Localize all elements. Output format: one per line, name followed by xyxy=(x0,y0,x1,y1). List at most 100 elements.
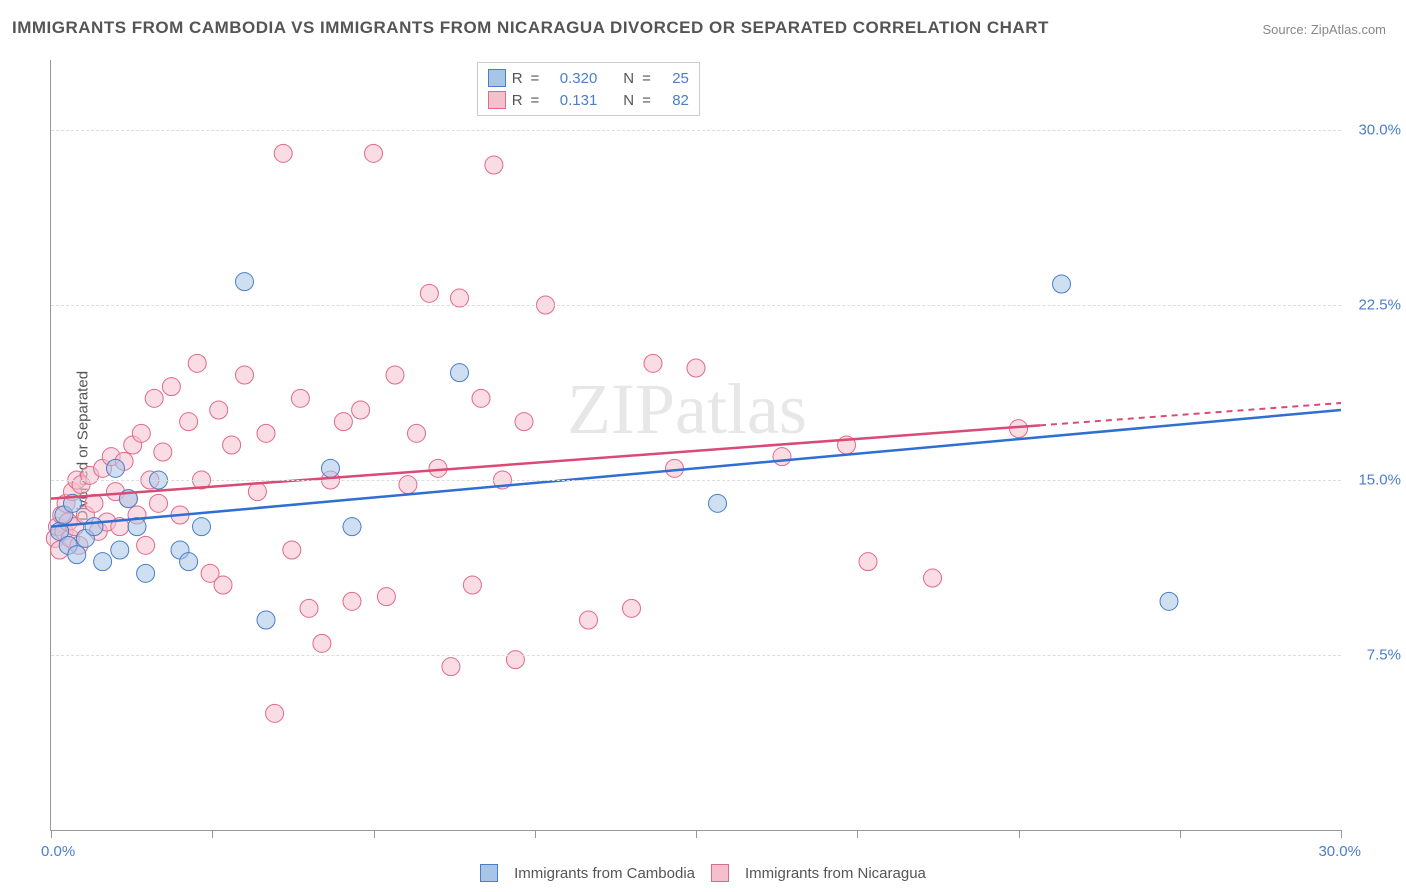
nicaragua-point xyxy=(506,651,524,669)
legend-row-nicaragua: R=0.131N=82 xyxy=(488,89,689,111)
legend-row-cambodia: R=0.320N=25 xyxy=(488,67,689,89)
nicaragua-regression-line xyxy=(51,425,1040,498)
x-axis-max-label: 30.0% xyxy=(1318,843,1361,860)
nicaragua-point xyxy=(773,448,791,466)
nicaragua-point xyxy=(291,389,309,407)
nicaragua-point xyxy=(352,401,370,419)
cambodia-point xyxy=(709,494,727,512)
nicaragua-point xyxy=(1010,420,1028,438)
cambodia-point xyxy=(257,611,275,629)
nicaragua-point xyxy=(145,389,163,407)
nicaragua-point xyxy=(859,553,877,571)
cambodia-point xyxy=(236,273,254,291)
nicaragua-point xyxy=(283,541,301,559)
gridline-horizontal xyxy=(51,655,1341,656)
gridline-horizontal xyxy=(51,480,1341,481)
legend-r-label: R xyxy=(512,92,523,109)
nicaragua-point xyxy=(472,389,490,407)
nicaragua-point xyxy=(236,366,254,384)
nicaragua-point xyxy=(377,588,395,606)
nicaragua-point xyxy=(274,144,292,162)
legend-n-value: 82 xyxy=(659,92,689,109)
cambodia-point xyxy=(1053,275,1071,293)
legend-r-value: 0.131 xyxy=(547,92,597,109)
equals-sign: = xyxy=(531,92,540,109)
x-tick xyxy=(1341,830,1342,838)
legend-r-value: 0.320 xyxy=(547,70,597,87)
x-tick xyxy=(374,830,375,838)
nicaragua-point xyxy=(248,483,266,501)
nicaragua-point xyxy=(420,284,438,302)
legend-swatch xyxy=(488,69,506,87)
equals-sign: = xyxy=(642,70,651,87)
nicaragua-point xyxy=(214,576,232,594)
nicaragua-point xyxy=(463,576,481,594)
cambodia-point xyxy=(68,546,86,564)
equals-sign: = xyxy=(531,70,540,87)
y-tick-label: 30.0% xyxy=(1358,122,1401,139)
legend-series-label: Immigrants from Cambodia xyxy=(514,865,695,882)
x-axis-min-label: 0.0% xyxy=(41,843,75,860)
x-tick xyxy=(535,830,536,838)
nicaragua-point xyxy=(210,401,228,419)
nicaragua-point xyxy=(386,366,404,384)
x-tick xyxy=(696,830,697,838)
scatter-plot: ZIPatlas R=0.320N=25R=0.131N=82 0.0% 30.… xyxy=(50,60,1341,831)
x-tick xyxy=(1019,830,1020,838)
x-tick xyxy=(212,830,213,838)
cambodia-point xyxy=(94,553,112,571)
cambodia-regression-line xyxy=(51,410,1341,527)
nicaragua-point xyxy=(150,494,168,512)
cambodia-point xyxy=(451,364,469,382)
source-label: Source: ZipAtlas.com xyxy=(1262,22,1386,37)
equals-sign: = xyxy=(642,92,651,109)
nicaragua-point xyxy=(188,354,206,372)
cambodia-point xyxy=(107,459,125,477)
cambodia-point xyxy=(343,518,361,536)
legend-series-label: Immigrants from Nicaragua xyxy=(745,865,926,882)
cambodia-point xyxy=(193,518,211,536)
cambodia-point xyxy=(1160,592,1178,610)
nicaragua-point xyxy=(223,436,241,454)
gridline-horizontal xyxy=(51,305,1341,306)
nicaragua-point xyxy=(334,413,352,431)
nicaragua-point xyxy=(580,611,598,629)
nicaragua-point xyxy=(180,413,198,431)
nicaragua-point xyxy=(442,658,460,676)
plot-svg xyxy=(51,60,1341,830)
legend-swatch xyxy=(711,864,729,882)
legend-r-label: R xyxy=(512,70,523,87)
x-tick xyxy=(1180,830,1181,838)
legend-n-value: 25 xyxy=(659,70,689,87)
legend-series: Immigrants from Cambodia Immigrants from … xyxy=(0,864,1406,882)
chart-title: IMMIGRANTS FROM CAMBODIA VS IMMIGRANTS F… xyxy=(12,18,1049,38)
nicaragua-point xyxy=(266,704,284,722)
nicaragua-point xyxy=(343,592,361,610)
nicaragua-point xyxy=(485,156,503,174)
cambodia-point xyxy=(137,564,155,582)
x-tick xyxy=(857,830,858,838)
nicaragua-point xyxy=(132,424,150,442)
gridline-horizontal xyxy=(51,130,1341,131)
cambodia-point xyxy=(85,518,103,536)
nicaragua-point xyxy=(924,569,942,587)
x-tick xyxy=(51,830,52,838)
cambodia-point xyxy=(111,541,129,559)
legend-correlation-box: R=0.320N=25R=0.131N=82 xyxy=(477,62,700,116)
nicaragua-point xyxy=(162,378,180,396)
nicaragua-point xyxy=(515,413,533,431)
nicaragua-point xyxy=(399,476,417,494)
nicaragua-point xyxy=(623,599,641,617)
legend-swatch xyxy=(488,91,506,109)
nicaragua-point xyxy=(137,536,155,554)
y-tick-label: 15.0% xyxy=(1358,472,1401,489)
nicaragua-point xyxy=(257,424,275,442)
y-tick-label: 7.5% xyxy=(1367,647,1401,664)
nicaragua-point xyxy=(687,359,705,377)
cambodia-point xyxy=(180,553,198,571)
nicaragua-point xyxy=(313,634,331,652)
nicaragua-point xyxy=(408,424,426,442)
nicaragua-point xyxy=(365,144,383,162)
nicaragua-point xyxy=(644,354,662,372)
cambodia-point xyxy=(322,459,340,477)
